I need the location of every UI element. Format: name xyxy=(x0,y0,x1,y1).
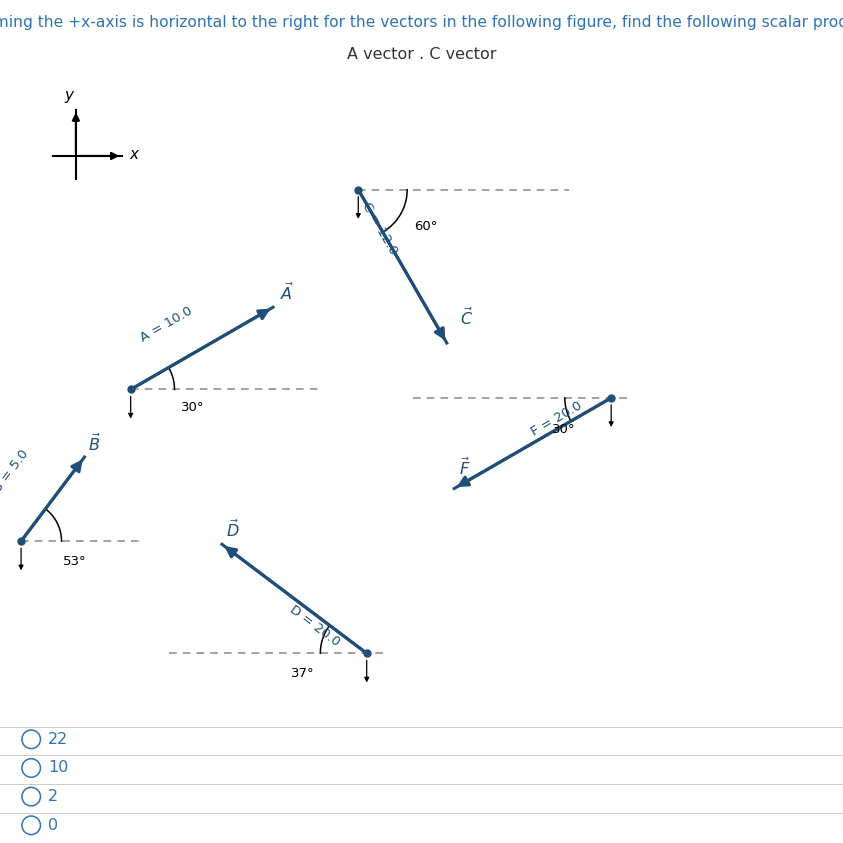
Text: $\vec{D}$: $\vec{D}$ xyxy=(226,518,239,540)
Text: B = 5.0: B = 5.0 xyxy=(0,448,31,495)
Text: 0: 0 xyxy=(48,818,58,833)
Text: $\vec{F}$: $\vec{F}$ xyxy=(459,457,470,479)
Text: 53°: 53° xyxy=(63,555,87,568)
Text: F = 20.0: F = 20.0 xyxy=(529,400,584,439)
Text: Assuming the +x-axis is horizontal to the right for the vectors in the following: Assuming the +x-axis is horizontal to th… xyxy=(0,15,843,30)
Text: 10: 10 xyxy=(48,760,68,776)
Text: D = 20.0: D = 20.0 xyxy=(287,604,342,649)
Text: 30°: 30° xyxy=(181,400,205,414)
Text: x: x xyxy=(129,147,138,162)
Text: $\vec{A}$: $\vec{A}$ xyxy=(280,282,293,303)
Text: $\vec{B}$: $\vec{B}$ xyxy=(88,432,100,454)
Text: A vector . C vector: A vector . C vector xyxy=(346,47,497,62)
Text: $\vec{C}$: $\vec{C}$ xyxy=(460,307,474,328)
Text: 37°: 37° xyxy=(291,667,314,680)
Text: 30°: 30° xyxy=(552,423,576,437)
Text: y: y xyxy=(65,88,73,103)
Text: C = 12.0: C = 12.0 xyxy=(359,200,400,256)
Text: 2: 2 xyxy=(48,789,58,804)
Text: A = 10.0: A = 10.0 xyxy=(138,304,196,345)
Text: 22: 22 xyxy=(48,732,68,747)
Text: 60°: 60° xyxy=(414,220,438,234)
